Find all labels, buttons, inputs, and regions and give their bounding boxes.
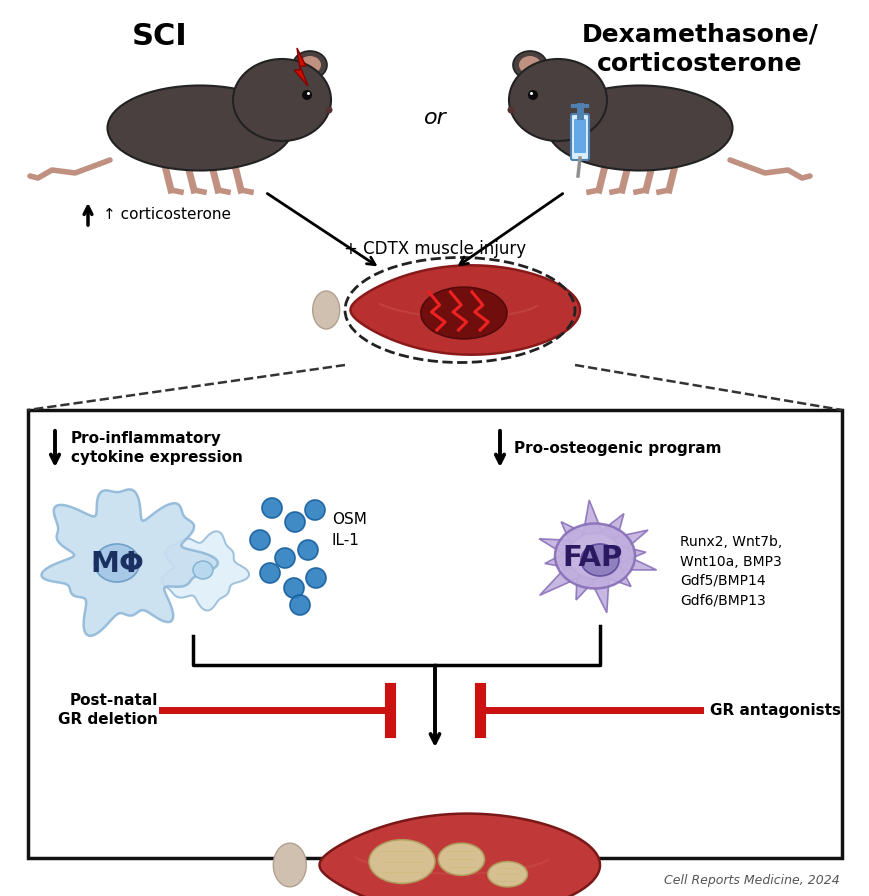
Ellipse shape (488, 862, 527, 887)
Polygon shape (544, 552, 570, 568)
FancyBboxPatch shape (570, 114, 588, 160)
Text: Dexamethasone/
corticosterone: Dexamethasone/ corticosterone (580, 22, 818, 75)
Circle shape (289, 595, 309, 615)
Polygon shape (599, 513, 623, 540)
Text: or: or (423, 108, 446, 128)
Polygon shape (539, 538, 573, 556)
Polygon shape (350, 265, 580, 355)
FancyBboxPatch shape (574, 119, 586, 153)
Circle shape (529, 92, 533, 95)
Circle shape (325, 107, 332, 114)
Polygon shape (589, 577, 608, 613)
Polygon shape (575, 574, 594, 600)
Polygon shape (620, 546, 645, 562)
Circle shape (249, 530, 269, 550)
Ellipse shape (299, 56, 321, 74)
Text: Pro-osteogenic program: Pro-osteogenic program (514, 441, 720, 455)
Ellipse shape (193, 561, 213, 579)
Ellipse shape (421, 287, 507, 339)
Ellipse shape (513, 51, 547, 79)
Ellipse shape (108, 85, 292, 170)
Ellipse shape (508, 59, 607, 141)
Polygon shape (613, 530, 647, 552)
Ellipse shape (95, 544, 139, 582)
FancyBboxPatch shape (28, 410, 841, 858)
Text: Post-natal
GR deletion: Post-natal GR deletion (58, 693, 158, 727)
Ellipse shape (554, 523, 634, 589)
Polygon shape (617, 554, 656, 570)
Text: + CDTX muscle injury: + CDTX muscle injury (343, 240, 526, 258)
Circle shape (306, 568, 326, 588)
Text: FAP: FAP (562, 544, 622, 572)
Polygon shape (539, 564, 580, 595)
Polygon shape (561, 521, 585, 544)
Circle shape (262, 498, 282, 518)
Text: GR antagonists: GR antagonists (709, 702, 840, 718)
Text: Runx2, Wnt7b,
Wnt10a, BMP3
Gdf5/BMP14
Gdf6/BMP13: Runx2, Wnt7b, Wnt10a, BMP3 Gdf5/BMP14 Gd… (680, 535, 781, 607)
Polygon shape (294, 48, 308, 86)
Ellipse shape (312, 291, 339, 329)
Ellipse shape (368, 840, 434, 883)
Text: Pro-inflammatory
cytokine expression: Pro-inflammatory cytokine expression (71, 431, 242, 465)
Circle shape (283, 578, 303, 598)
Text: SCI: SCI (132, 22, 188, 51)
Circle shape (298, 540, 318, 560)
Ellipse shape (438, 843, 484, 875)
Polygon shape (319, 814, 600, 896)
Circle shape (260, 563, 280, 583)
Text: OSM
IL-1: OSM IL-1 (332, 512, 367, 548)
Circle shape (285, 512, 305, 532)
Ellipse shape (519, 56, 541, 74)
Ellipse shape (580, 544, 618, 576)
Circle shape (302, 90, 312, 100)
Ellipse shape (273, 843, 306, 887)
Polygon shape (606, 566, 630, 587)
Ellipse shape (547, 85, 732, 170)
Polygon shape (42, 489, 217, 636)
Ellipse shape (233, 59, 330, 141)
Circle shape (527, 90, 537, 100)
Circle shape (305, 500, 325, 520)
Circle shape (275, 548, 295, 568)
Circle shape (507, 107, 514, 114)
Ellipse shape (293, 51, 327, 79)
Circle shape (307, 92, 309, 95)
Text: ↑ corticosterone: ↑ corticosterone (103, 206, 231, 221)
Text: Cell Reports Medicine, 2024: Cell Reports Medicine, 2024 (664, 874, 839, 887)
Polygon shape (582, 500, 601, 534)
Polygon shape (162, 531, 249, 610)
Text: MΦ: MΦ (90, 550, 143, 578)
